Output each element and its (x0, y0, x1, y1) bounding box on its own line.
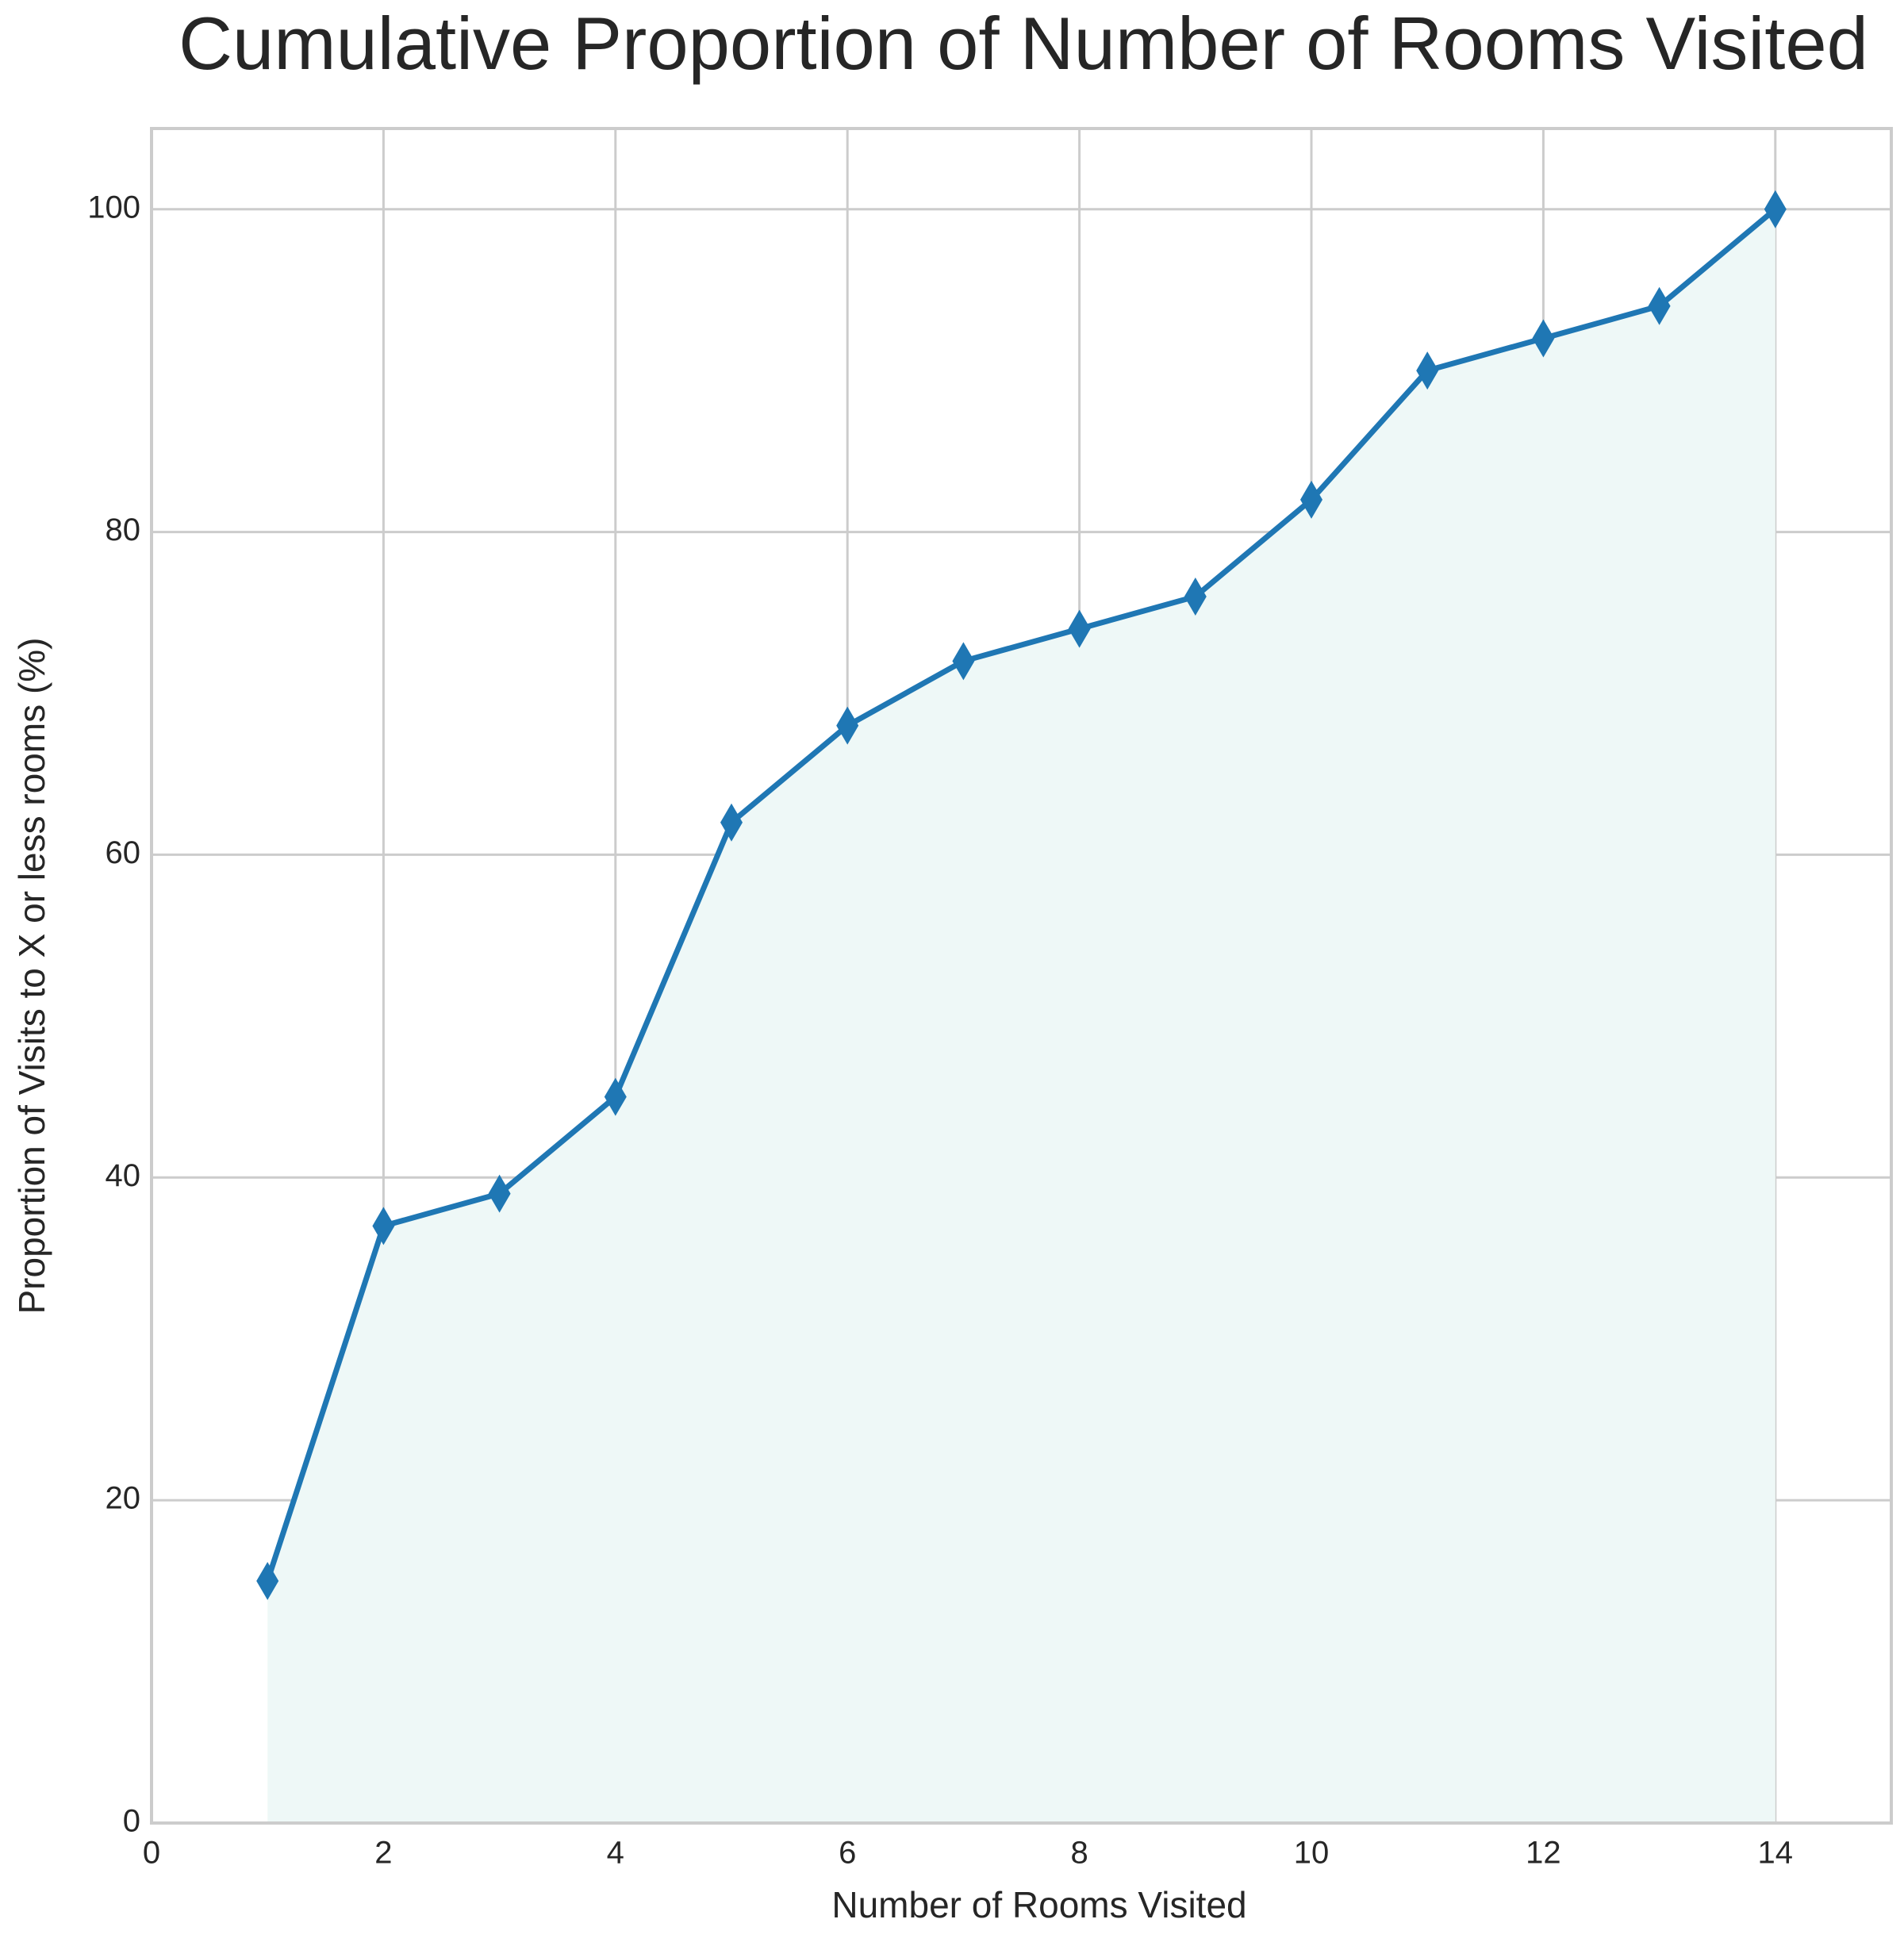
plot-frame (150, 127, 1893, 1825)
x-tick-label: 0 (143, 1836, 160, 1871)
x-tick-label: 12 (1526, 1836, 1561, 1871)
marker (952, 642, 975, 681)
y-tick-label: 20 (106, 1481, 141, 1516)
y-tick-label: 60 (106, 835, 141, 870)
x-tick-label: 14 (1758, 1836, 1794, 1871)
x-tick-label: 8 (1070, 1836, 1088, 1871)
marker (604, 1077, 627, 1116)
chart-title: Cumulative Proportion of Number of Rooms… (178, 2, 1868, 85)
y-tick-label: 40 (106, 1158, 141, 1193)
marker (1532, 319, 1555, 358)
marker (1068, 609, 1091, 648)
area (267, 209, 1775, 1823)
marker (1300, 480, 1322, 519)
y-tick-label: 80 (106, 512, 141, 547)
x-tick-label: 4 (607, 1836, 624, 1871)
marker (372, 1207, 395, 1246)
marker (1184, 577, 1207, 616)
line (264, 207, 1778, 1582)
y-axis-label: Proportion of Visits to X or less rooms … (11, 638, 52, 1315)
marker (1648, 286, 1671, 325)
x-tick-label: 2 (374, 1836, 392, 1871)
marker (720, 803, 743, 842)
marker (1416, 351, 1439, 390)
marker (1764, 190, 1787, 228)
y-tick-label: 100 (87, 190, 140, 225)
marker (836, 706, 859, 745)
x-axis-label: Number of Rooms Visited (831, 1884, 1246, 1925)
marker (488, 1174, 511, 1213)
marker (256, 1561, 279, 1600)
x-tick-label: 6 (839, 1836, 856, 1871)
x-tick-label: 10 (1294, 1836, 1330, 1871)
y-tick-label: 0 (123, 1804, 140, 1839)
